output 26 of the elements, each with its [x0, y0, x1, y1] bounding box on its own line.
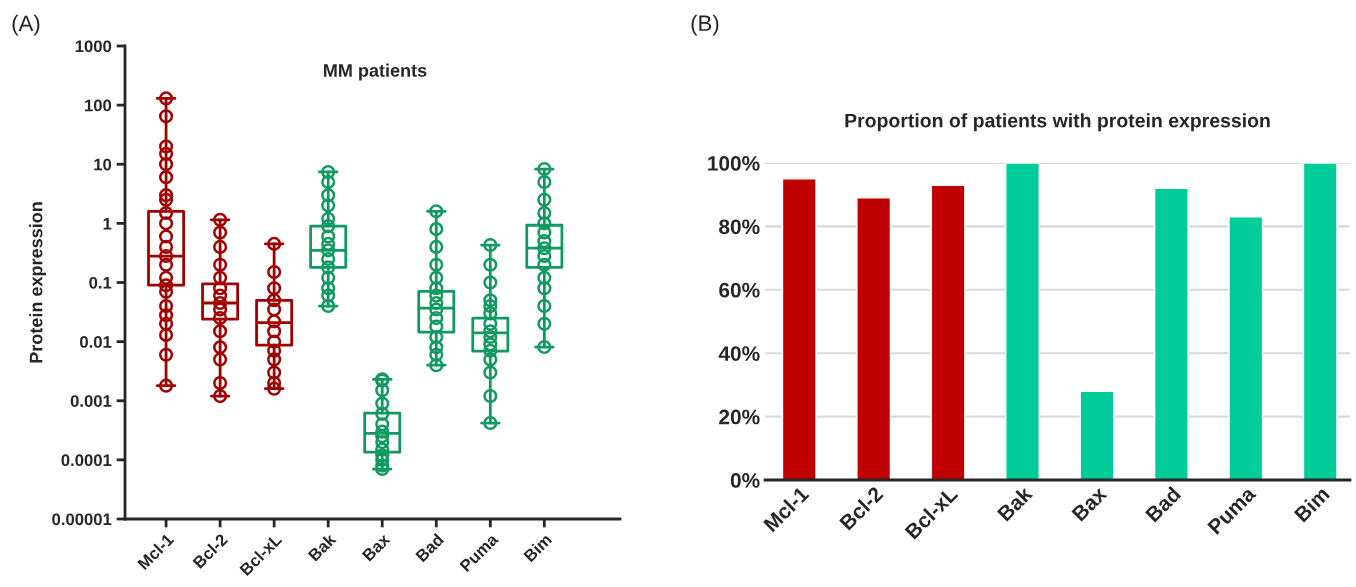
text: MM patients	[324, 63, 427, 81]
y-tick-label: 0.001	[70, 395, 112, 407]
text: (B)	[691, 14, 719, 36]
x-tick-label: Bim	[1293, 485, 1330, 523]
y-tick-label: 0.01	[80, 336, 112, 348]
x-tick-label: Bak	[996, 484, 1034, 522]
y-tick-label: 0%	[730, 473, 760, 488]
x-tick-label: Bax	[361, 532, 391, 562]
x-tick-label: Bim	[522, 532, 553, 563]
y-tick-label: 0.1	[89, 276, 112, 289]
y-tick-label: 20%	[719, 409, 760, 425]
y-tick-label: 40%	[718, 346, 760, 361]
x-tick-label: Bax	[1071, 485, 1108, 522]
y-tick-label: 60%	[719, 282, 760, 298]
x-tick-label: Bak	[307, 532, 337, 562]
text: (A)	[12, 14, 40, 36]
y-tick-label: 10	[94, 158, 112, 171]
y-tick-label: 80%	[719, 219, 760, 235]
y-tick-label: 0.00001	[52, 513, 112, 526]
chart-title: Proportion of patients with protein expression	[845, 113, 1270, 132]
y-tick-label: 100%	[708, 156, 760, 171]
y-tick-label: 100	[85, 99, 112, 112]
y-tick-label: 0.0001	[61, 454, 112, 467]
y-tick-label: 1	[103, 217, 112, 230]
y-tick-label: 1000	[75, 40, 112, 53]
y-axis-title: Protein expression	[29, 202, 47, 363]
